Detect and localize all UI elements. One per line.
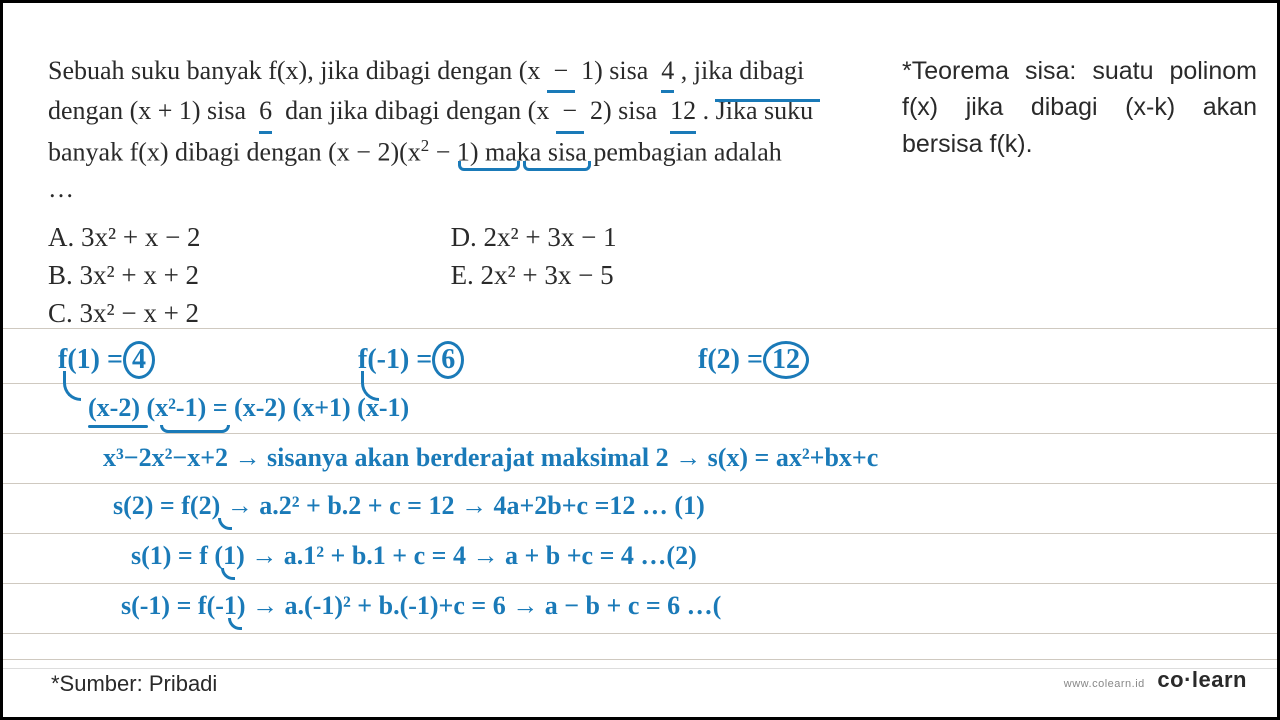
hw-f2: f(2) =12	[698, 341, 809, 379]
hw-eq1: s(2) = f(2) → a.2² + b.2 + c = 12 → 4a+2…	[113, 491, 705, 521]
hw-hook-3	[228, 618, 242, 630]
footer: *Sumber: Pribadi www.colearn.id co·learn	[3, 659, 1277, 695]
theorem-note: *Teorema sisa: suatu polinom f(x) jika d…	[902, 53, 1257, 207]
problem-l4: …	[48, 174, 74, 203]
hw-hook-1	[218, 518, 232, 530]
sup-2: 2	[421, 136, 429, 155]
underbrace-2	[523, 161, 591, 171]
underline-minus1: −	[547, 53, 575, 93]
underline-sisa4: 4	[661, 53, 674, 93]
hw-eq3: s(-1) = f(-1) → a.(-1)² + b.(-1)+c = 6 →…	[121, 591, 721, 621]
option-e: E. 2x² + 3x − 5	[451, 257, 617, 295]
hw-f1-val: 4	[123, 341, 155, 379]
underline-jika	[715, 98, 820, 102]
problem-l2a: dengan (x + 1) sisa	[48, 96, 246, 125]
brand-name: co·learn	[1157, 667, 1247, 692]
option-a: A. 3x² + x − 2	[48, 219, 201, 257]
hw-underline-factor1	[88, 425, 148, 428]
problem-l2c: 2) sisa	[590, 96, 657, 125]
underline-sisa12: 12	[670, 93, 696, 133]
underbrace-1	[458, 161, 520, 171]
problem-text: Sebuah suku banyak f(x), jika dibagi den…	[48, 53, 877, 207]
hw-hook-2	[221, 568, 235, 580]
lined-paper-area: f(1) =4 f(-1) =6 f(2) =12 (x-2) (x²-1) =…	[3, 313, 1277, 657]
brand: www.colearn.id co·learn	[1064, 667, 1247, 693]
hw-factor: (x-2) (x²-1) = (x-2) (x+1) (x-1)	[88, 393, 409, 423]
curve-connector-1	[63, 371, 81, 401]
brand-url: www.colearn.id	[1064, 678, 1145, 690]
problem-l1b: 1) sisa	[581, 56, 648, 85]
hw-f2-lhs: f(2) =	[698, 344, 763, 375]
hw-f2-val: 12	[763, 341, 809, 379]
problem-l1c: , jika dibagi	[681, 56, 804, 85]
option-b: B. 3x² + x + 2	[48, 257, 201, 295]
hw-fn1-val: 6	[432, 341, 464, 379]
hw-degree: x³−2x²−x+2 → sisanya akan berderajat mak…	[103, 443, 878, 473]
source-text: *Sumber: Pribadi	[51, 671, 217, 697]
problem-l2b: dan jika dibagi dengan (x	[285, 96, 549, 125]
hw-underline-factor2	[160, 425, 230, 433]
option-d: D. 2x² + 3x − 1	[451, 219, 617, 257]
problem-l3a: banyak f(x) dibagi dengan (x − 2)(x	[48, 137, 421, 166]
underline-minus2: −	[556, 93, 584, 133]
problem-l1a: Sebuah suku banyak f(x), jika dibagi den…	[48, 56, 540, 85]
hw-eq2: s(1) = f (1) → a.1² + b.1 + c = 4 → a + …	[131, 541, 697, 571]
underline-sisa6: 6	[259, 93, 272, 133]
